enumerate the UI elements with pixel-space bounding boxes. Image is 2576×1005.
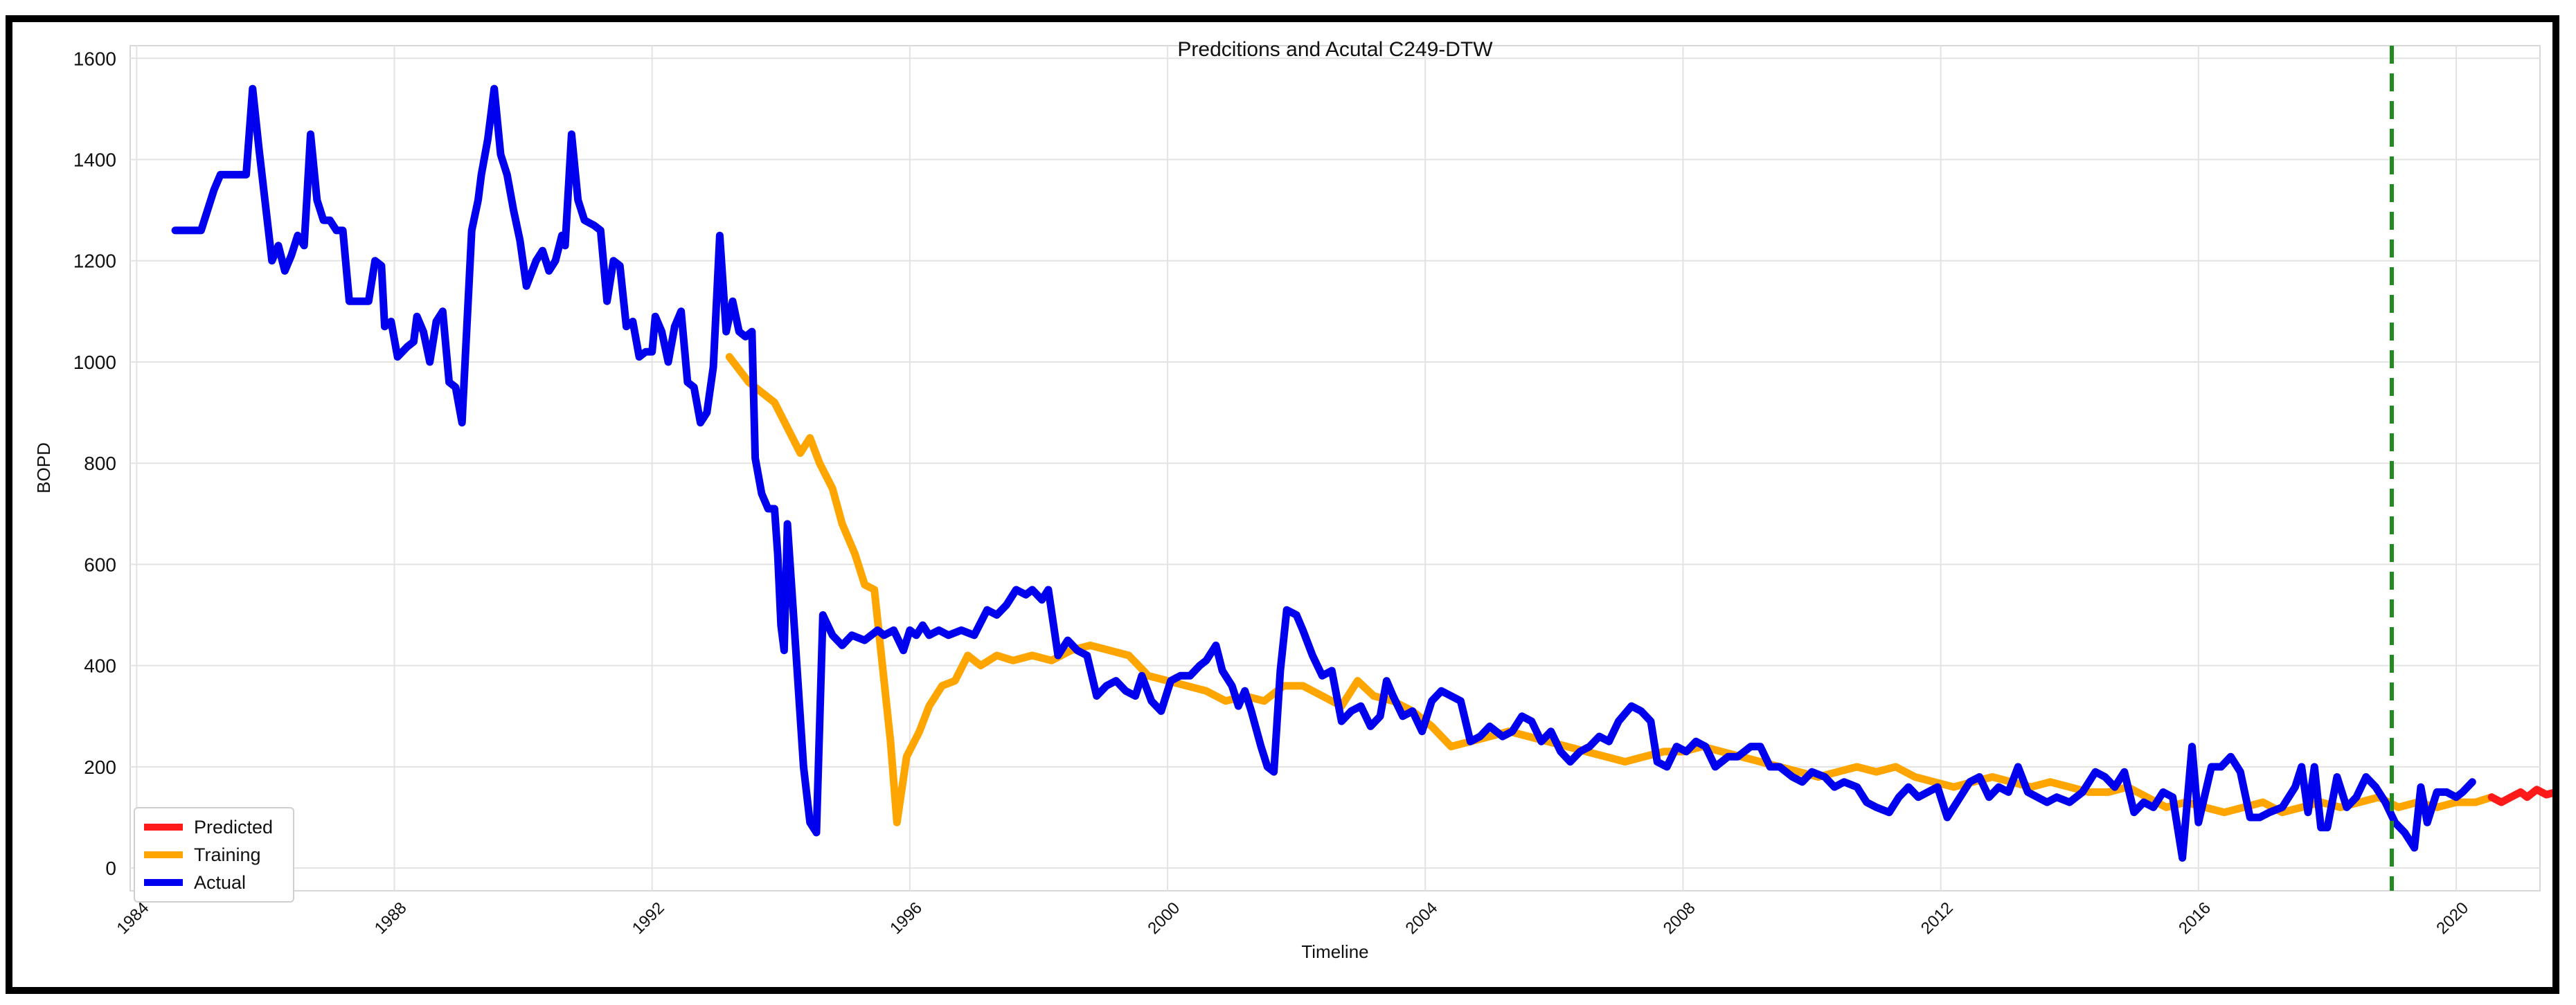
x-axis: 1984 1988 1992 1996 2000 2004 2008 2012 2016 2020	[114, 898, 2473, 938]
y-tick-label-0: 0	[105, 858, 116, 879]
y-tick-label-800: 800	[84, 453, 116, 474]
x-tick-label-2004: 2004	[1402, 898, 1442, 938]
y-tick-label-1000: 1000	[73, 352, 116, 373]
legend-label-predicted: Predicted	[194, 817, 273, 838]
legend-label-actual: Actual	[194, 872, 246, 893]
y-axis-label: BOPD	[33, 442, 54, 494]
plot-background	[129, 45, 2541, 891]
legend-label-training: Training	[194, 844, 261, 865]
y-tick-label-200: 200	[84, 757, 116, 778]
series-line-actual	[171, 84, 2476, 862]
y-tick-label-1400: 1400	[73, 150, 116, 171]
grid	[130, 46, 2540, 891]
x-tick-label-1984: 1984	[114, 898, 153, 938]
y-tick-label-1200: 1200	[73, 251, 116, 272]
x-tick-label-1996: 1996	[886, 898, 926, 938]
legend: Predicted Training Actual	[134, 807, 294, 903]
x-tick-label-2012: 2012	[1917, 898, 1957, 938]
chart-frame: 1984 1988 1992 1996 2000 2004 2008 2012 2016 2020…	[6, 15, 2559, 994]
chart-title: Predcitions and Acutal C249-DTW	[1177, 38, 1493, 61]
y-tick-label-1600: 1600	[73, 48, 116, 69]
series-line-predicted	[2487, 786, 2552, 806]
x-tick-label-1992: 1992	[629, 898, 668, 938]
legend-box	[134, 807, 294, 903]
x-tick-label-1988: 1988	[371, 898, 411, 938]
x-tick-label-2020: 2020	[2433, 898, 2472, 938]
y-axis: 0 200 400 600 800 1000 1200 1400 1600	[73, 48, 116, 879]
line-chart: 1984 1988 1992 1996 2000 2004 2008 2012 2016 2020…	[33, 38, 2552, 962]
x-tick-label-2016: 2016	[2175, 898, 2215, 938]
x-axis-label: Timeline	[1301, 941, 1368, 962]
x-tick-label-2008: 2008	[1660, 898, 1699, 938]
x-tick-label-2000: 2000	[1144, 898, 1183, 938]
y-tick-label-400: 400	[84, 655, 116, 677]
y-tick-label-600: 600	[84, 554, 116, 575]
series-layer	[171, 84, 2552, 862]
